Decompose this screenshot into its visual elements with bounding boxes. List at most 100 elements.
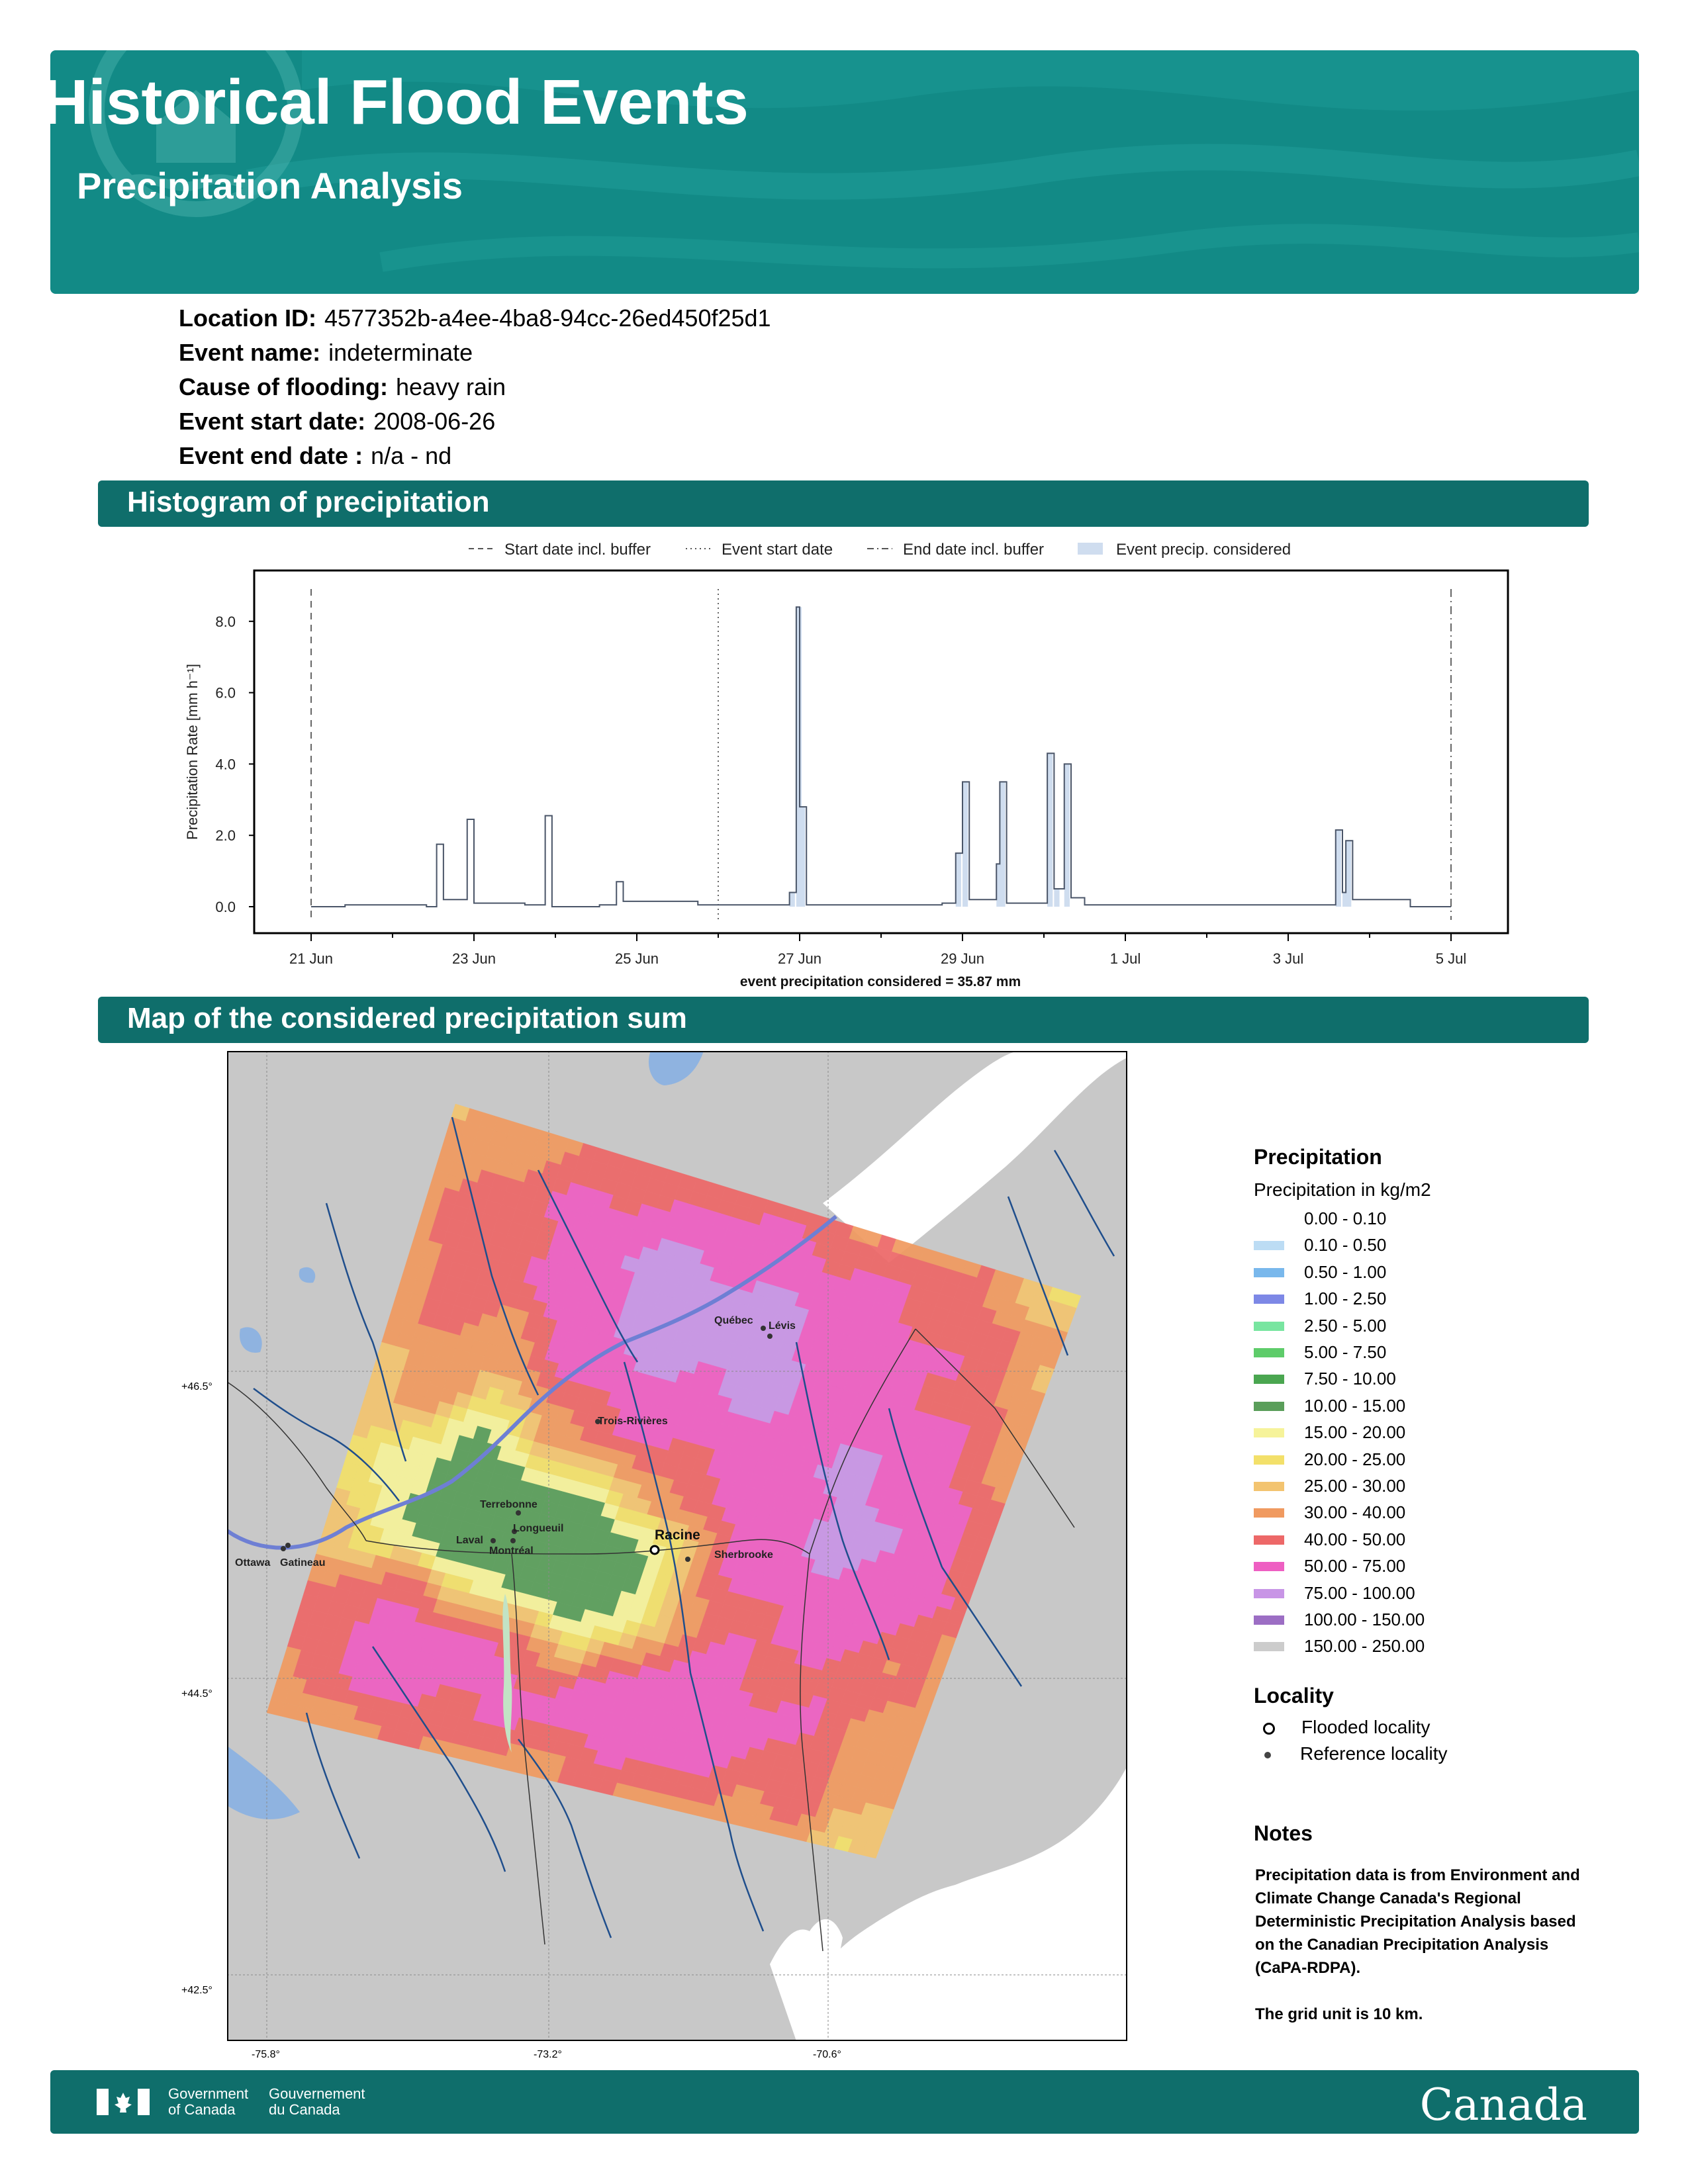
legend-label: 5.00 - 7.50 bbox=[1304, 1342, 1387, 1362]
legend-swatch bbox=[1254, 1482, 1284, 1491]
location-id-row: Location ID: 4577352b-a4ee-4ba8-94cc-26ed… bbox=[179, 304, 771, 332]
event-name-row: Event name: indeterminate bbox=[179, 339, 473, 367]
event-precip-bar bbox=[962, 782, 968, 907]
st-lawrence-estuary bbox=[823, 1051, 1127, 1263]
plot-frame bbox=[253, 569, 1509, 934]
legend-label-event-start: Event start date bbox=[722, 541, 833, 559]
label-trois-rivieres: Trois-Rivières bbox=[598, 1416, 668, 1427]
notes-paragraph-2: The grid unit is 10 km. bbox=[1255, 2005, 1423, 2023]
legend-label-end-buffer: End date incl. buffer bbox=[903, 541, 1044, 559]
lake-champlain bbox=[502, 1594, 512, 1752]
precipitation-histogram: Start date incl. buffer Event start date… bbox=[184, 541, 1509, 989]
locality-montreal bbox=[510, 1538, 516, 1543]
section-histogram-title: Histogram of precipitation bbox=[127, 486, 490, 518]
x-tick-label: 27 Jun bbox=[778, 950, 821, 967]
legend-label: 2.50 - 5.00 bbox=[1304, 1315, 1387, 1336]
gov-en: Government of Canada bbox=[168, 2085, 249, 2118]
label-laval: Laval bbox=[456, 1535, 483, 1546]
event-name-value: indeterminate bbox=[328, 339, 473, 366]
canada-flag-icon bbox=[97, 2089, 150, 2115]
flooded-locality-label: Racine bbox=[655, 1527, 700, 1543]
x-axis: 21 Jun 23 Jun 25 Jun 27 Jun 29 Jun 1 Jul 3 Jul… bbox=[289, 933, 1466, 967]
label-levis: Lévis bbox=[769, 1320, 796, 1332]
reference-locality-icon bbox=[1264, 1751, 1271, 1758]
event-precip-bar bbox=[1047, 753, 1053, 907]
start-date-row: Event start date: 2008-06-26 bbox=[179, 408, 495, 435]
locality-laval bbox=[491, 1538, 496, 1543]
notes-paragraph-1: Precipitation data is from Environment a… bbox=[1255, 1866, 1580, 1977]
legend-label: 25.00 - 30.00 bbox=[1304, 1476, 1406, 1496]
legend-label: 7.50 - 10.00 bbox=[1304, 1369, 1396, 1389]
section-map-title: Map of the considered precipitation sum bbox=[127, 1002, 687, 1034]
event-name-label: Event name: bbox=[179, 339, 321, 366]
legend-label: 0.10 - 0.50 bbox=[1304, 1235, 1387, 1255]
rivers bbox=[227, 1116, 1115, 1938]
section-histogram-band: Histogram of precipitation bbox=[98, 480, 1589, 527]
legend-swatch bbox=[1254, 1401, 1284, 1411]
x-tick-label: 21 Jun bbox=[289, 950, 333, 967]
end-date-value: n/a - nd bbox=[371, 442, 452, 469]
end-date-label: Event end date : bbox=[179, 442, 363, 469]
canada-wordmark: Canada bbox=[1419, 2079, 1587, 2130]
x-tick-label: 1 Jul bbox=[1110, 950, 1141, 967]
end-date-row: Event end date : n/a - nd bbox=[179, 442, 451, 470]
legend-reference-locality: Reference locality bbox=[1254, 1743, 1448, 1764]
y-tick-label: 0.0 bbox=[215, 899, 236, 915]
chart-legend: Start date incl. buffer Event start date… bbox=[469, 541, 1291, 559]
legend-label: 150.00 - 250.00 bbox=[1304, 1636, 1425, 1657]
legend-flooded-locality: Flooded locality bbox=[1254, 1717, 1430, 1738]
lake-small-1 bbox=[240, 1327, 262, 1353]
legend-swatch bbox=[1254, 1348, 1284, 1357]
legend-swatch bbox=[1254, 1615, 1284, 1625]
lon-label-75: -75.8° bbox=[252, 2049, 280, 2060]
notes-title: Notes bbox=[1254, 1821, 1313, 1845]
legend-label: 40.00 - 50.00 bbox=[1304, 1529, 1406, 1549]
precip-series bbox=[311, 606, 1451, 907]
y-tick-label: 6.0 bbox=[215, 685, 236, 702]
legend-label: 30.00 - 40.00 bbox=[1304, 1502, 1406, 1523]
legend-label-event-precip: Event precip. considered bbox=[1116, 541, 1291, 559]
legend-swatch bbox=[1254, 1562, 1284, 1572]
x-tick-label: 5 Jul bbox=[1436, 950, 1466, 967]
map-canvas: Québec Lévis Trois-Rivières Terrebonne L… bbox=[227, 1051, 1127, 2041]
legend-swatch bbox=[1254, 1214, 1284, 1224]
notes-body: Precipitation data is from Environment a… bbox=[1255, 1864, 1599, 2049]
locality-gatineau bbox=[285, 1543, 291, 1548]
legend-title: Precipitation bbox=[1254, 1145, 1382, 1169]
legend-swatch bbox=[1254, 1428, 1284, 1438]
precip-grid bbox=[266, 1103, 1082, 1859]
event-precip-bar bbox=[1342, 892, 1348, 907]
lake-small-2 bbox=[299, 1267, 316, 1283]
legend-label: 10.00 - 15.00 bbox=[1304, 1395, 1406, 1416]
coordinate-grid bbox=[227, 1051, 1127, 2041]
lake-ontario bbox=[227, 1746, 300, 1819]
reference-localities: Québec Lévis Trois-Rivières Terrebonne L… bbox=[235, 1315, 796, 1569]
event-precip-bar bbox=[1346, 841, 1352, 907]
legend-swatch bbox=[1254, 1321, 1284, 1331]
x-tick-label: 25 Jun bbox=[615, 950, 659, 967]
y-tick-label: 8.0 bbox=[215, 614, 236, 630]
legend-flooded-label: Flooded locality bbox=[1301, 1717, 1430, 1737]
legend-swatch bbox=[1254, 1267, 1284, 1277]
header-wave-decoration bbox=[89, 50, 1639, 272]
section-map-band: Map of the considered precipitation sum bbox=[98, 997, 1589, 1043]
locality-trois-rivieres bbox=[595, 1419, 600, 1424]
map-frame bbox=[227, 1051, 1127, 2041]
label-terrebonne: Terrebonne bbox=[480, 1499, 538, 1510]
location-id-value: 4577352b-a4ee-4ba8-94cc-26ed450f25d1 bbox=[324, 304, 771, 332]
lon-label-73: -73.2° bbox=[534, 2049, 562, 2060]
page-subtitle: Precipitation Analysis bbox=[77, 165, 463, 206]
legend-swatch bbox=[1254, 1508, 1284, 1518]
label-sherbrooke: Sherbrooke bbox=[714, 1549, 773, 1561]
lat-label-42: +42.5° bbox=[181, 1985, 212, 1996]
legend-label: 15.00 - 20.00 bbox=[1304, 1422, 1406, 1443]
label-quebec: Québec bbox=[714, 1315, 753, 1326]
footer: Government of Canada Gouvernement du Can… bbox=[50, 2070, 1639, 2134]
event-precip-bar bbox=[996, 864, 1002, 907]
precip-cell bbox=[861, 1843, 881, 1859]
event-precip-bar bbox=[1335, 830, 1341, 907]
reference-lines bbox=[310, 589, 1452, 920]
gov-fr: Gouvernement du Canada bbox=[269, 2085, 365, 2118]
legend-label: 75.00 - 100.00 bbox=[1304, 1582, 1415, 1603]
atlantic-ocean bbox=[810, 1766, 1127, 2041]
